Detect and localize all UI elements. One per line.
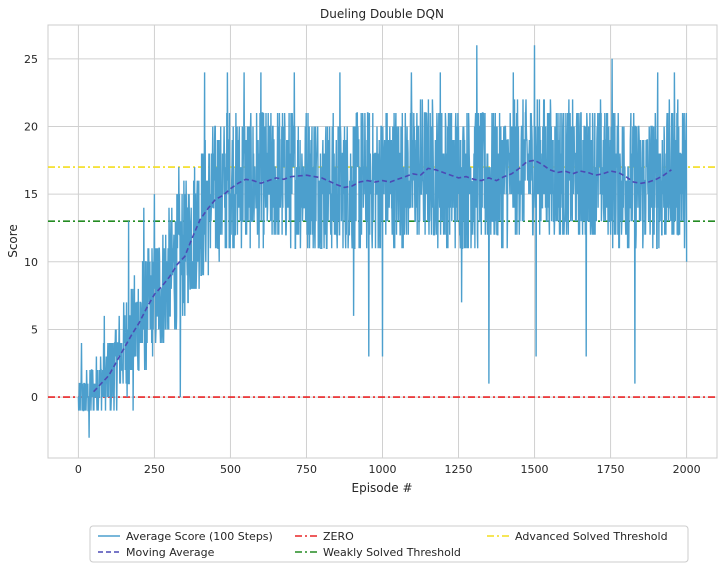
x-tick-label: 2000 — [673, 463, 701, 476]
legend-box — [89, 525, 689, 563]
x-tick-label: 750 — [296, 463, 317, 476]
y-axis-ticks: 0 5 10 15 20 25 — [24, 53, 38, 404]
legend-label: ZERO — [323, 530, 354, 543]
x-tick-label: 1250 — [445, 463, 473, 476]
y-tick-label: 25 — [24, 53, 38, 66]
y-tick-label: 15 — [24, 188, 38, 201]
legend-label: Weakly Solved Threshold — [323, 546, 461, 559]
y-tick-label: 5 — [31, 323, 38, 336]
y-axis-label: Score — [6, 224, 20, 258]
series-line-0 — [77, 45, 688, 438]
legend-label: Advanced Solved Threshold — [515, 530, 668, 543]
y-tick-label: 20 — [24, 120, 38, 133]
series-line-1 — [93, 159, 672, 393]
x-tick-label: 500 — [220, 463, 241, 476]
legend-label: Moving Average — [126, 546, 215, 559]
y-tick-label: 0 — [31, 391, 38, 404]
chart-title: Dueling Double DQN — [320, 7, 444, 21]
x-tick-label: 0 — [75, 463, 82, 476]
y-tick-label: 10 — [24, 256, 38, 269]
legend: Average Score (100 Steps) Moving Average Z… — [89, 525, 689, 563]
series-layer — [48, 45, 717, 438]
legend-label: Average Score (100 Steps) — [126, 530, 273, 543]
x-tick-label: 1750 — [597, 463, 625, 476]
x-tick-label: 1000 — [369, 463, 397, 476]
x-axis-label: Episode # — [352, 481, 413, 495]
x-tick-label: 250 — [144, 463, 165, 476]
x-axis-ticks: 0 250 500 750 1000 1250 1500 1750 2000 — [75, 463, 701, 476]
x-tick-label: 1500 — [521, 463, 549, 476]
